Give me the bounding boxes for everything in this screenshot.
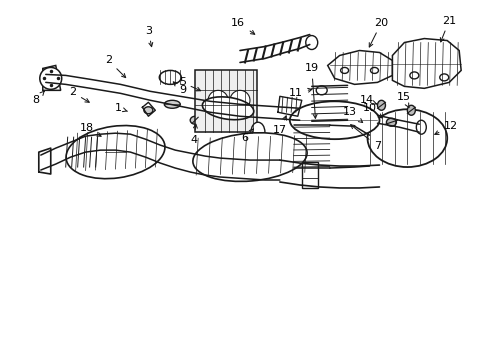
Bar (195, 71, 256, 132)
Ellipse shape (305, 36, 317, 50)
Text: 12: 12 (434, 121, 457, 134)
Text: 17: 17 (272, 116, 286, 135)
Ellipse shape (367, 109, 447, 167)
Text: 10: 10 (362, 103, 382, 118)
Ellipse shape (340, 67, 348, 73)
Text: 1: 1 (115, 103, 127, 113)
Ellipse shape (250, 122, 264, 142)
Ellipse shape (159, 71, 181, 84)
Text: 6: 6 (241, 129, 253, 143)
Text: 8: 8 (32, 91, 44, 105)
Ellipse shape (202, 97, 253, 120)
Ellipse shape (316, 86, 326, 95)
Text: 11: 11 (288, 88, 311, 98)
Ellipse shape (289, 101, 379, 139)
Circle shape (229, 90, 249, 110)
Text: 7: 7 (350, 125, 380, 151)
Ellipse shape (415, 120, 426, 134)
Ellipse shape (192, 133, 306, 181)
Circle shape (40, 67, 61, 89)
Text: 9: 9 (173, 82, 186, 95)
Text: 2: 2 (105, 55, 125, 78)
Ellipse shape (66, 126, 164, 179)
Text: 14: 14 (359, 95, 376, 105)
Ellipse shape (104, 141, 126, 163)
Circle shape (208, 90, 227, 110)
Ellipse shape (377, 100, 385, 110)
Ellipse shape (370, 67, 378, 73)
Ellipse shape (111, 141, 125, 149)
Ellipse shape (386, 118, 396, 126)
Ellipse shape (407, 105, 414, 115)
Polygon shape (392, 39, 460, 88)
Ellipse shape (439, 74, 448, 81)
Text: 13: 13 (342, 107, 362, 122)
Polygon shape (42, 66, 61, 90)
Polygon shape (327, 50, 392, 84)
Text: 4: 4 (190, 124, 197, 145)
Ellipse shape (362, 120, 372, 128)
Text: 18: 18 (80, 123, 101, 136)
Ellipse shape (164, 100, 180, 108)
Text: 21: 21 (440, 15, 455, 42)
Text: 16: 16 (230, 18, 254, 34)
Text: 2: 2 (69, 87, 89, 102)
Text: 5: 5 (179, 77, 200, 91)
Text: 3: 3 (144, 26, 152, 47)
Ellipse shape (190, 116, 200, 124)
Text: 15: 15 (396, 92, 409, 108)
Ellipse shape (409, 72, 418, 79)
Text: 20: 20 (368, 18, 388, 47)
Text: 19: 19 (304, 63, 318, 118)
Bar (301, 162, 317, 188)
Ellipse shape (143, 107, 153, 114)
